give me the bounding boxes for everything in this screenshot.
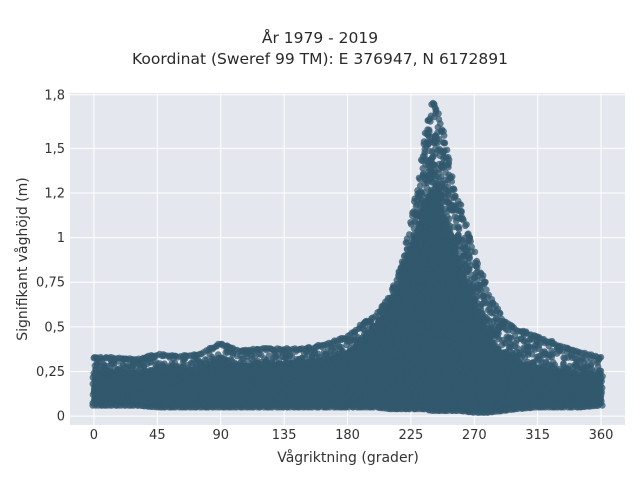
scatter-points bbox=[89, 99, 606, 416]
chart-subtitle: Koordinat (Sweref 99 TM): E 376947, N 61… bbox=[132, 50, 508, 68]
chart-title: År 1979 - 2019 bbox=[261, 29, 379, 47]
